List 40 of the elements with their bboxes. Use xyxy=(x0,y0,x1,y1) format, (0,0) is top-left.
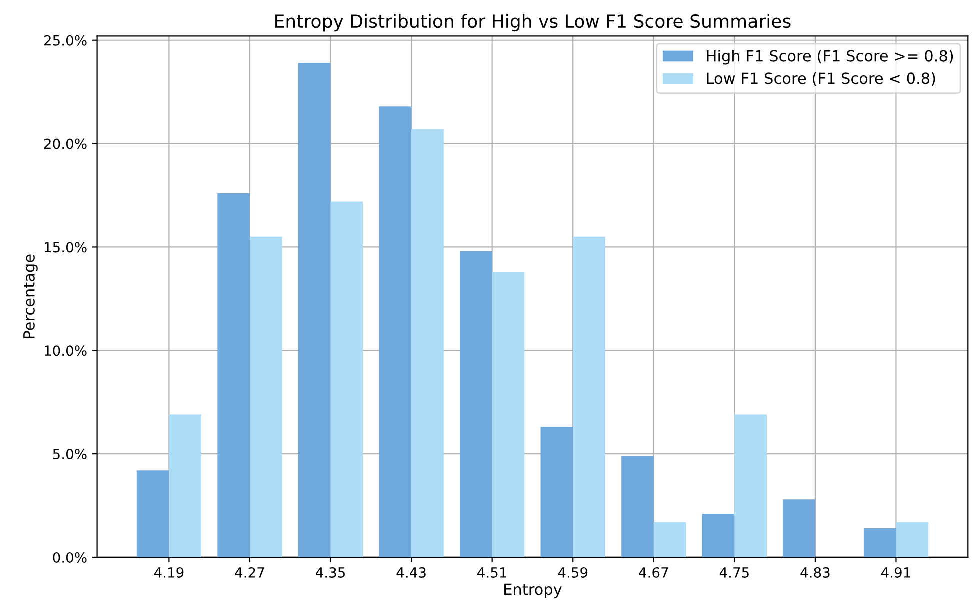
x-tick-label: 4.51 xyxy=(478,568,507,578)
x-tick-label: 4.19 xyxy=(154,567,184,578)
bar xyxy=(298,63,331,558)
chart-title: Entropy Distribution for High vs Low F1 Score Summaries xyxy=(276,14,791,32)
bar xyxy=(169,414,202,558)
y-tick-label: 25.0% xyxy=(44,35,87,46)
bar xyxy=(734,414,767,558)
bar xyxy=(136,470,170,558)
bar xyxy=(492,272,525,558)
x-tick-label: 4.91 xyxy=(881,567,910,578)
bar xyxy=(702,514,735,558)
x-tick-label: 4.43 xyxy=(396,567,426,578)
y-tick-label: 10.0% xyxy=(44,346,87,356)
x-tick-label: 4.27 xyxy=(235,567,264,578)
bar xyxy=(412,129,444,558)
bar xyxy=(622,456,654,558)
y-tick-label: 5.0% xyxy=(53,449,87,460)
x-tick-label: 4.67 xyxy=(639,567,668,578)
y-axis-title: Percentage xyxy=(24,254,38,338)
x-tick-label: 4.59 xyxy=(558,567,588,578)
bar xyxy=(540,427,574,558)
bar xyxy=(896,522,929,558)
x-tick-label: 4.35 xyxy=(316,567,346,578)
bar xyxy=(573,236,606,558)
bar xyxy=(330,202,364,558)
legend-label: High F1 Score (F1 Score >= 0.8) xyxy=(707,50,954,65)
bar xyxy=(864,528,896,558)
y-tick-label: 20.0% xyxy=(44,138,87,150)
y-tick-label: 15.0% xyxy=(44,242,87,253)
bar xyxy=(783,500,816,558)
bar xyxy=(379,106,412,558)
bar xyxy=(218,193,250,558)
bar xyxy=(250,236,282,558)
bar xyxy=(654,522,686,558)
x-axis-title: Entropy xyxy=(504,584,562,598)
x-tick-label: 4.83 xyxy=(800,567,830,578)
x-tick-label: 4.75 xyxy=(720,568,749,578)
bar xyxy=(460,251,492,558)
legend-label: Low F1 Score (F1 Score < 0.8) xyxy=(707,72,936,86)
y-tick-label: 0.0% xyxy=(53,552,87,563)
